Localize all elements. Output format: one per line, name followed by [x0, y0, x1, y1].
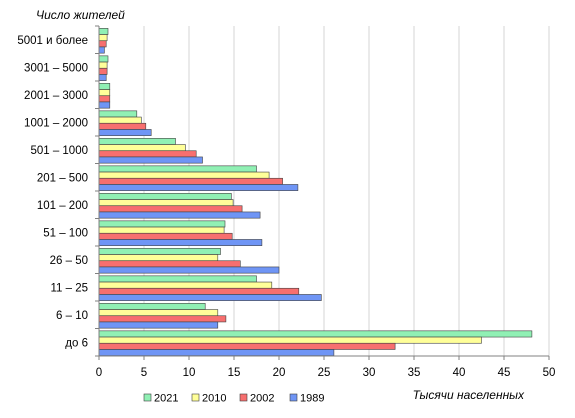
legend-swatch-2010: [191, 393, 200, 402]
bar-2021-6: [98, 193, 232, 200]
legend-swatch-1989: [289, 393, 298, 402]
x-tick-label-3: 15: [228, 367, 241, 379]
bar-2010-9: [98, 281, 273, 289]
bar-2002-0: [98, 40, 107, 48]
y-axis-title: Число жителей: [36, 8, 125, 22]
bar-2021-1: [98, 55, 109, 63]
y-category-labels: 5001 и более 3001 – 5000 2001 – 3000 1001 –…: [17, 35, 88, 350]
legend: 2021 2010 2002 1989: [143, 393, 324, 405]
bar-2021-5: [98, 165, 257, 173]
bar-2021-2: [98, 83, 111, 90]
bar-2010-0: [98, 34, 108, 42]
bar-2002-8: [98, 260, 241, 268]
category-label-8: 26 – 50: [50, 255, 88, 267]
bar-2002-11: [98, 342, 396, 350]
bar-1989-1: [98, 74, 107, 81]
bar-2002-6: [98, 205, 243, 213]
legend-label-2002: 2002: [250, 393, 274, 405]
bar-2021-11: [98, 330, 533, 338]
bar-2021-3: [98, 110, 138, 118]
x-tick-label-4: 20: [273, 367, 286, 379]
x-tick-label-6: 30: [363, 367, 376, 379]
x-tick-labels: 0 5 10 15 20 25 30 35 40 45 50: [96, 367, 556, 379]
x-axis-title: Тысячи населенных: [413, 388, 525, 402]
bar-1989-3: [98, 129, 152, 136]
bar-1989-4: [98, 156, 203, 164]
x-tick-label-9: 45: [498, 367, 511, 379]
x-tick-label-2: 10: [183, 367, 196, 379]
category-label-10: 6 – 10: [56, 310, 88, 322]
bar-2010-1: [98, 61, 108, 69]
legend-swatch-2021: [143, 393, 152, 402]
bar-1989-6: [98, 211, 261, 219]
x-tick-label-8: 40: [453, 367, 466, 379]
bar-1989-0: [98, 46, 105, 54]
bar-1989-8: [98, 266, 280, 274]
gridlines: [143, 26, 550, 356]
x-tick-label-7: 35: [408, 367, 421, 379]
bar-2010-8: [98, 254, 219, 262]
bar-2021-0: [98, 28, 109, 35]
x-tick-label-5: 25: [318, 367, 331, 379]
bar-1989-11: [98, 349, 335, 356]
bar-2010-3: [98, 116, 142, 124]
category-label-9: 11 – 25: [50, 282, 88, 294]
bar-2021-8: [98, 248, 221, 255]
bar-2021-4: [98, 138, 176, 145]
bars: [98, 28, 533, 356]
bar-2002-10: [98, 315, 227, 323]
category-label-5: 201 – 500: [37, 172, 88, 184]
category-label-7: 51 – 100: [43, 227, 88, 239]
bar-2010-5: [98, 171, 270, 179]
x-tick-label-1: 5: [141, 367, 147, 379]
bar-1989-5: [98, 184, 299, 191]
bar-2002-7: [98, 232, 233, 240]
bar-2010-2: [98, 89, 111, 97]
category-label-6: 101 – 200: [37, 200, 88, 212]
category-label-0: 5001 и более: [17, 35, 88, 47]
category-label-1: 3001 – 5000: [24, 62, 88, 74]
bar-1989-2: [98, 101, 111, 109]
legend-swatch-2002: [239, 393, 248, 402]
bar-2002-3: [98, 122, 147, 130]
axes: [95, 25, 550, 360]
bar-2010-7: [98, 226, 225, 234]
bar-1989-9: [98, 294, 322, 301]
bar-2021-7: [98, 220, 226, 228]
category-label-2: 2001 – 3000: [24, 90, 88, 102]
bar-2002-9: [98, 287, 300, 295]
x-tick-label-0: 0: [96, 367, 102, 379]
bar-2002-4: [98, 150, 197, 158]
bar-2010-4: [98, 144, 186, 152]
bar-2002-1: [98, 67, 108, 75]
legend-label-1989: 1989: [300, 393, 324, 405]
bar-2002-5: [98, 177, 283, 185]
legend-label-2021: 2021: [154, 393, 178, 405]
legend-label-2010: 2010: [202, 393, 226, 405]
bar-2010-6: [98, 199, 234, 207]
bar-1989-7: [98, 239, 263, 246]
bar-2021-10: [98, 303, 206, 310]
category-label-11: до 6: [65, 337, 88, 349]
bar-2010-11: [98, 336, 482, 344]
category-label-3: 1001 – 2000: [24, 117, 88, 129]
bar-2002-2: [98, 95, 111, 103]
category-label-4: 501 – 1000: [30, 145, 88, 157]
bar-2021-9: [98, 275, 257, 283]
bar-1989-10: [98, 321, 219, 329]
bar-2010-10: [98, 309, 219, 317]
x-tick-label-10: 50: [543, 367, 556, 379]
